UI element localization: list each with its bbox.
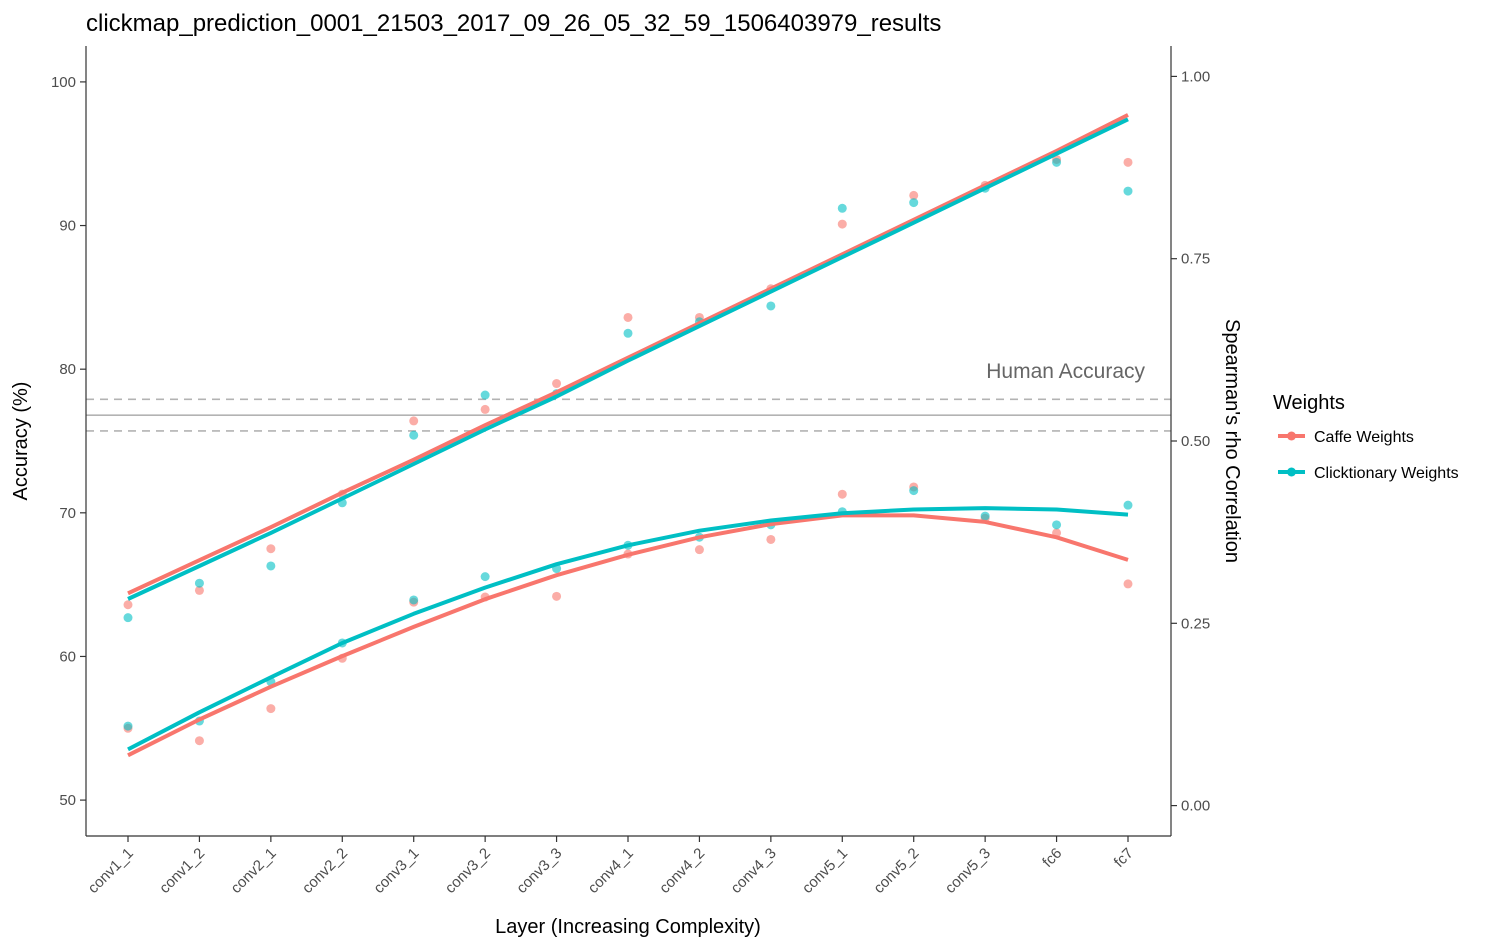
- y-axis-title: Accuracy (%): [10, 382, 32, 501]
- correlation-point-caffe: [552, 591, 562, 601]
- human-accuracy-band: [86, 398, 1171, 432]
- legend-title: Weights: [1273, 392, 1345, 414]
- x-tick-label: conv4_1: [585, 845, 637, 897]
- correlation-point-caffe: [194, 736, 204, 746]
- y-tick-label: 100: [51, 74, 76, 91]
- legend-label-clicktionary: Clicktionary Weights: [1314, 465, 1459, 482]
- correlation-point-clicktionary: [1052, 520, 1062, 530]
- accuracy-point-clicktionary: [480, 390, 490, 400]
- accuracy-point-caffe: [123, 600, 133, 610]
- fit-lines: [127, 113, 1129, 758]
- x-tick-label: fc7: [1111, 845, 1137, 871]
- accuracy-point-caffe: [480, 404, 490, 414]
- accuracy-point-clicktionary: [409, 430, 419, 440]
- accuracy-fit-line-caffe: [127, 113, 1129, 596]
- correlation-point-caffe: [266, 704, 276, 714]
- accuracy-point-clicktionary: [909, 198, 919, 208]
- y2-tick-label: 0.75: [1181, 251, 1210, 268]
- correlation-fit-line-clicktionary: [127, 506, 1129, 752]
- correlation-point-caffe: [1123, 579, 1133, 589]
- accuracy-point-caffe: [409, 416, 419, 426]
- accuracy-point-caffe: [909, 190, 919, 200]
- accuracy-fit-line-clicktionary: [127, 117, 1129, 601]
- x-tick-label: conv2_1: [228, 845, 280, 897]
- accuracy-point-caffe: [837, 219, 847, 229]
- legend-keys: Caffe Weights Clicktionary Weights: [1278, 429, 1459, 482]
- legend-key-point-clicktionary: [1287, 467, 1296, 477]
- accuracy-point-clicktionary: [266, 561, 276, 571]
- x-tick-label: fc6: [1039, 845, 1065, 871]
- correlation-point-clicktionary: [123, 721, 133, 731]
- correlation-point-caffe: [766, 534, 776, 544]
- accuracy-point-clicktionary: [623, 328, 633, 338]
- x-axis: conv1_1 conv1_2 conv2_1 conv2_2 conv3_1 conv3…: [85, 836, 1137, 897]
- y-tick-label: 80: [59, 361, 76, 378]
- accuracy-point-caffe: [1123, 157, 1133, 167]
- correlation-fit-line-caffe: [127, 513, 1129, 758]
- correlation-point-caffe: [694, 545, 704, 555]
- x-tick-label: conv1_2: [156, 845, 208, 897]
- x-tick-label: conv3_1: [370, 845, 422, 897]
- y2-tick-label: 0.00: [1181, 798, 1210, 815]
- accuracy-point-caffe: [552, 379, 562, 389]
- y-tick-label: 50: [59, 792, 76, 809]
- accuracy-point-clicktionary: [766, 301, 776, 311]
- y-axis-right: 0.00 0.25 0.50 0.75 1.00: [1171, 68, 1210, 815]
- correlation-point-caffe: [837, 489, 847, 499]
- x-axis-title: Layer (Increasing Complexity): [495, 916, 761, 938]
- correlation-point-clicktionary: [980, 511, 990, 521]
- correlation-point-clicktionary: [480, 572, 490, 582]
- plot-panel: [86, 46, 1171, 836]
- legend-key-point-caffe: [1287, 431, 1296, 441]
- y-tick-label: 60: [59, 648, 76, 665]
- y2-tick-label: 0.50: [1181, 433, 1210, 450]
- x-tick-label: conv3_3: [513, 845, 565, 897]
- y-tick-label: 70: [59, 505, 76, 522]
- x-tick-label: conv4_3: [728, 845, 780, 897]
- x-tick-label: conv5_3: [942, 845, 994, 897]
- accuracy-point-caffe: [266, 544, 276, 554]
- accuracy-point-clicktionary: [837, 203, 847, 213]
- accuracy-point-caffe: [623, 312, 633, 322]
- x-tick-label: conv5_2: [870, 845, 922, 897]
- correlation-point-clicktionary: [409, 595, 419, 605]
- x-tick-label: conv4_2: [656, 845, 708, 897]
- correlation-point-clicktionary: [1123, 500, 1133, 510]
- x-tick-label: conv3_2: [442, 845, 494, 897]
- y2-axis-title: Spearman's rho Correlation: [1221, 319, 1243, 563]
- accuracy-point-caffe: [194, 585, 204, 595]
- legend-label-caffe: Caffe Weights: [1314, 429, 1414, 446]
- accuracy-point-clicktionary: [1123, 186, 1133, 196]
- y2-tick-label: 0.25: [1181, 615, 1210, 632]
- legend: Weights Caffe Weights Clicktionary Weight…: [1273, 392, 1459, 482]
- accuracy-point-clicktionary: [194, 578, 204, 588]
- accuracy-point-clicktionary: [1052, 157, 1062, 167]
- human-accuracy-label: Human Accuracy: [986, 360, 1145, 383]
- y2-tick-label: 1.00: [1181, 68, 1210, 85]
- x-tick-label: conv5_1: [799, 845, 851, 897]
- y-axis-left: 50 60 70 80 90 100: [51, 74, 86, 809]
- accuracy-point-clicktionary: [123, 613, 133, 623]
- chart-title: clickmap_prediction_0001_21503_2017_09_2…: [86, 10, 941, 37]
- y-tick-label: 90: [59, 218, 76, 235]
- correlation-point-clicktionary: [909, 486, 919, 496]
- x-tick-label: conv2_2: [299, 845, 351, 897]
- x-tick-label: conv1_1: [85, 845, 137, 897]
